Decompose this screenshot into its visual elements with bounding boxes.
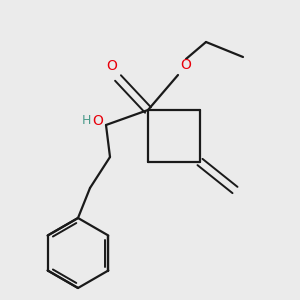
Text: O: O bbox=[93, 114, 104, 128]
Text: H: H bbox=[81, 115, 91, 128]
Text: O: O bbox=[106, 59, 117, 73]
Text: O: O bbox=[181, 58, 191, 72]
